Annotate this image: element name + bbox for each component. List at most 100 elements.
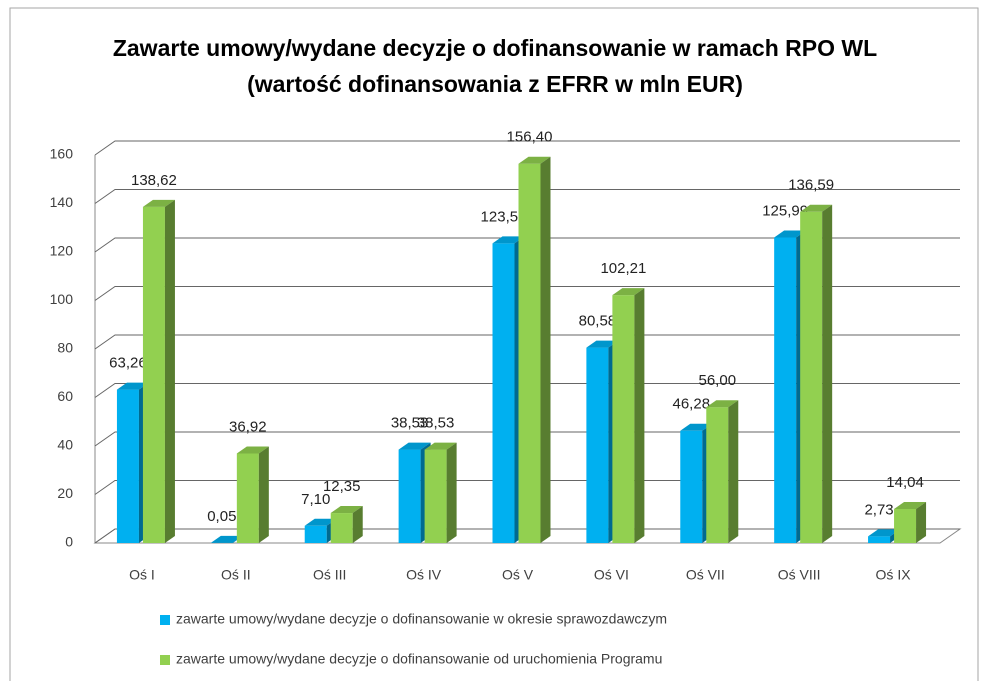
bar-top bbox=[492, 236, 525, 244]
x-tick-label: Oś VI bbox=[594, 567, 629, 583]
value-label: 156,40 bbox=[507, 129, 553, 146]
x-tick-label: Oś IX bbox=[876, 567, 912, 583]
bar bbox=[706, 400, 739, 543]
legend-swatch bbox=[160, 615, 170, 625]
bar-side bbox=[164, 199, 175, 543]
grid-line bbox=[94, 237, 960, 253]
bar-top bbox=[236, 446, 269, 454]
bar-front bbox=[492, 243, 515, 544]
bar bbox=[894, 501, 927, 543]
bar bbox=[330, 506, 363, 543]
bar bbox=[142, 199, 175, 543]
bar-side bbox=[634, 288, 645, 543]
bar-side bbox=[540, 156, 551, 544]
bar-side bbox=[916, 501, 927, 543]
value-label: 14,04 bbox=[886, 474, 924, 491]
bar-side bbox=[352, 506, 363, 543]
bar-front bbox=[518, 163, 541, 544]
x-tick-label: Oś VII bbox=[686, 567, 725, 583]
x-tick-label: Oś II bbox=[221, 567, 251, 583]
value-label: 7,10 bbox=[301, 491, 330, 508]
x-tick-label: Oś III bbox=[313, 567, 346, 583]
bar-front bbox=[800, 211, 823, 543]
value-label: 138,62 bbox=[131, 172, 177, 189]
bar-top bbox=[330, 506, 363, 514]
y-tick-label: 80 bbox=[57, 340, 73, 356]
bar-front bbox=[612, 295, 635, 543]
value-label: 36,92 bbox=[229, 418, 267, 435]
grid-line bbox=[94, 334, 960, 350]
bar-front bbox=[142, 206, 165, 543]
bar-top bbox=[774, 230, 807, 238]
y-tick-label: 20 bbox=[57, 485, 73, 501]
value-label: 0,05 bbox=[207, 508, 236, 525]
x-tick-label: Oś VIII bbox=[778, 567, 821, 583]
y-tick-label: 60 bbox=[57, 388, 73, 404]
chart-title: Zawarte umowy/wydane decyzje o dofinanso… bbox=[112, 35, 878, 97]
bar-front bbox=[398, 449, 421, 543]
value-label: 56,00 bbox=[699, 372, 737, 389]
value-label: 136,59 bbox=[788, 177, 834, 194]
bar-top bbox=[680, 423, 713, 431]
grid-line bbox=[94, 480, 960, 495]
bar-top bbox=[142, 199, 175, 207]
bar-front bbox=[706, 407, 729, 543]
bar-top bbox=[800, 204, 833, 212]
y-tick-label: 40 bbox=[57, 437, 73, 453]
bar bbox=[236, 446, 269, 543]
value-label: 102,21 bbox=[600, 260, 646, 277]
value-label: 12,35 bbox=[323, 478, 361, 495]
bar-top bbox=[706, 400, 739, 408]
legend-label: zawarte umowy/wydane decyzje o dofinanso… bbox=[176, 651, 662, 667]
bar bbox=[800, 204, 833, 543]
legend-label: zawarte umowy/wydane decyzje o dofinanso… bbox=[176, 611, 667, 627]
value-label: 80,58 bbox=[579, 313, 617, 330]
bar-side bbox=[446, 442, 457, 543]
x-tick-label: Oś V bbox=[502, 567, 534, 583]
grid-line bbox=[94, 383, 960, 398]
bar-top bbox=[612, 288, 645, 296]
bar bbox=[424, 442, 457, 543]
y-tick-label: 140 bbox=[50, 194, 74, 210]
value-label: 125,99 bbox=[762, 202, 808, 219]
bar-front bbox=[424, 449, 447, 543]
bar-side bbox=[728, 400, 739, 543]
bar-front bbox=[586, 347, 609, 543]
bar-top bbox=[210, 535, 243, 543]
bar-front bbox=[680, 430, 703, 543]
legend-swatch bbox=[160, 655, 170, 665]
y-tick-label: 120 bbox=[50, 243, 74, 259]
bar-top bbox=[304, 518, 337, 526]
grid-line bbox=[94, 528, 960, 544]
bar-front bbox=[236, 453, 259, 543]
y-tick-label: 160 bbox=[50, 146, 74, 162]
grid-line bbox=[94, 286, 960, 301]
bar bbox=[518, 156, 551, 544]
bar-top bbox=[518, 156, 551, 164]
x-tick-label: Oś I bbox=[129, 567, 155, 583]
grid-line bbox=[94, 431, 960, 447]
bar-top bbox=[894, 501, 927, 509]
grid-line bbox=[94, 140, 960, 156]
bar-top bbox=[116, 382, 149, 390]
bar-front bbox=[894, 508, 917, 543]
bar-top bbox=[586, 340, 619, 348]
bar-top bbox=[424, 442, 457, 450]
value-label: 123,55 bbox=[481, 208, 527, 225]
y-tick-label: 0 bbox=[65, 534, 73, 550]
value-label: 46,28 bbox=[673, 396, 711, 413]
bar-front bbox=[774, 237, 797, 543]
y-tick-label: 100 bbox=[50, 291, 74, 307]
bar-front bbox=[868, 536, 891, 543]
value-label: 38,53 bbox=[391, 415, 429, 432]
bar-top bbox=[868, 529, 901, 537]
bar-front bbox=[330, 513, 353, 543]
bar bbox=[612, 288, 645, 543]
value-label: 2,73 bbox=[864, 501, 893, 518]
bar-side bbox=[258, 446, 269, 543]
grid-line bbox=[94, 189, 960, 204]
bar-front bbox=[304, 525, 327, 543]
x-tick-label: Oś IV bbox=[406, 567, 442, 583]
